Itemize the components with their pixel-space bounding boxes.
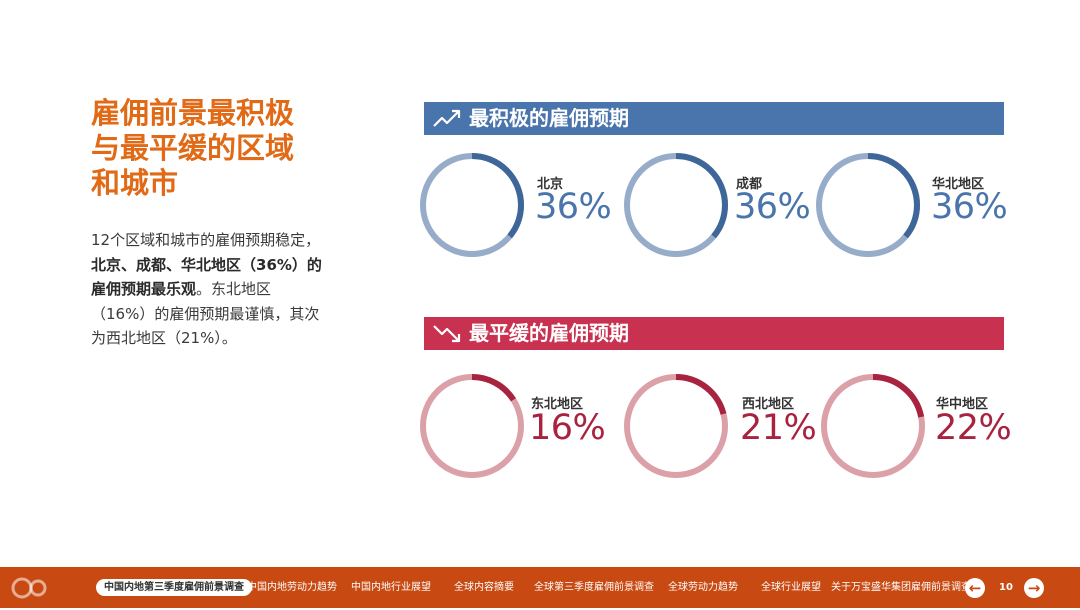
page-title: 雇佣前景最积极 与最平缓的区域 和城市	[91, 96, 351, 201]
title-line: 雇佣前景最积极	[91, 96, 295, 130]
ring-value-arc	[624, 153, 728, 257]
ring-northwest	[623, 373, 729, 479]
city-label: 西北地区	[742, 397, 795, 412]
city-label: 成都	[736, 177, 763, 192]
nav-item-about[interactable]: 关于万宝盛华集团雇佣前景调查	[831, 582, 971, 593]
trend-up-icon	[432, 106, 462, 140]
ring-chengdu	[623, 152, 729, 258]
city-label: 北京	[537, 177, 564, 192]
ring-value-arc	[821, 374, 925, 478]
percent-value: 36%	[734, 187, 811, 227]
percent-value: 21%	[740, 408, 817, 448]
trend-down-icon	[432, 321, 462, 355]
summary-line-bold: 北京、成都、华北地区（36%）的	[91, 255, 322, 274]
percent-value: 36%	[931, 187, 1008, 227]
summary-line: （16%）的雇佣预期最谨慎，其次	[91, 304, 320, 323]
nav-item-china-workforce[interactable]: 中国内地劳动力趋势	[247, 582, 337, 593]
positive-section-header: 最积极的雇佣预期	[424, 102, 1004, 135]
ring-value-arc	[624, 374, 728, 478]
title-line: 和城市	[91, 166, 179, 200]
ring-value-arc	[816, 153, 920, 257]
city-label: 东北地区	[531, 397, 584, 412]
arrow-right-icon[interactable]: →	[1024, 578, 1044, 598]
nav-item-china-survey[interactable]: 中国内地第三季度雇佣前景调查	[96, 579, 252, 596]
ring-value-arc	[420, 374, 524, 478]
nav-item-global-survey[interactable]: 全球第三季度雇佣前景调查	[534, 582, 654, 593]
summary-line: 为西北地区（21%）。	[91, 329, 237, 347]
ring-north-china	[815, 152, 921, 258]
summary-phrase: 。东北地区	[196, 280, 272, 298]
watermark-logo	[8, 574, 158, 602]
footer-nav-bar: 中国内地第三季度雇佣前景调查 中国内地劳动力趋势 中国内地行业展望 全球内容摘要…	[0, 567, 1080, 608]
nav-item-global-workforce[interactable]: 全球劳动力趋势	[668, 582, 738, 593]
summary-line: 雇佣预期最乐观。东北地区	[91, 277, 371, 302]
ring-value-arc	[420, 153, 524, 257]
nav-item-global-summary[interactable]: 全球内容摘要	[454, 582, 514, 593]
city-label: 华中地区	[936, 397, 989, 412]
nav-item-global-industry[interactable]: 全球行业展望	[761, 582, 821, 593]
ring-beijing	[419, 152, 525, 258]
summary-text: 12个区域和城市的雇佣预期稳定， 北京、成都、华北地区（36%）的 雇佣预期最乐…	[91, 228, 371, 351]
arrow-left-icon[interactable]: ←	[965, 578, 985, 598]
percent-value: 36%	[535, 187, 612, 227]
title-line: 与最平缓的区域	[91, 131, 295, 165]
negative-section-header: 最平缓的雇佣预期	[424, 317, 1004, 350]
summary-bold-phrase: 雇佣预期最乐观	[91, 280, 197, 298]
page-number: 10	[999, 582, 1013, 593]
ring-central-china	[820, 373, 926, 479]
percent-value: 16%	[529, 408, 606, 448]
ring-northeast	[419, 373, 525, 479]
city-label: 华北地区	[932, 177, 985, 192]
nav-item-china-industry[interactable]: 中国内地行业展望	[351, 582, 431, 593]
negative-section-title: 最平缓的雇佣预期	[469, 321, 629, 345]
percent-value: 22%	[935, 408, 1012, 448]
summary-line: 12个区域和城市的雇佣预期稳定，	[91, 231, 321, 249]
positive-section-title: 最积极的雇佣预期	[469, 106, 629, 130]
